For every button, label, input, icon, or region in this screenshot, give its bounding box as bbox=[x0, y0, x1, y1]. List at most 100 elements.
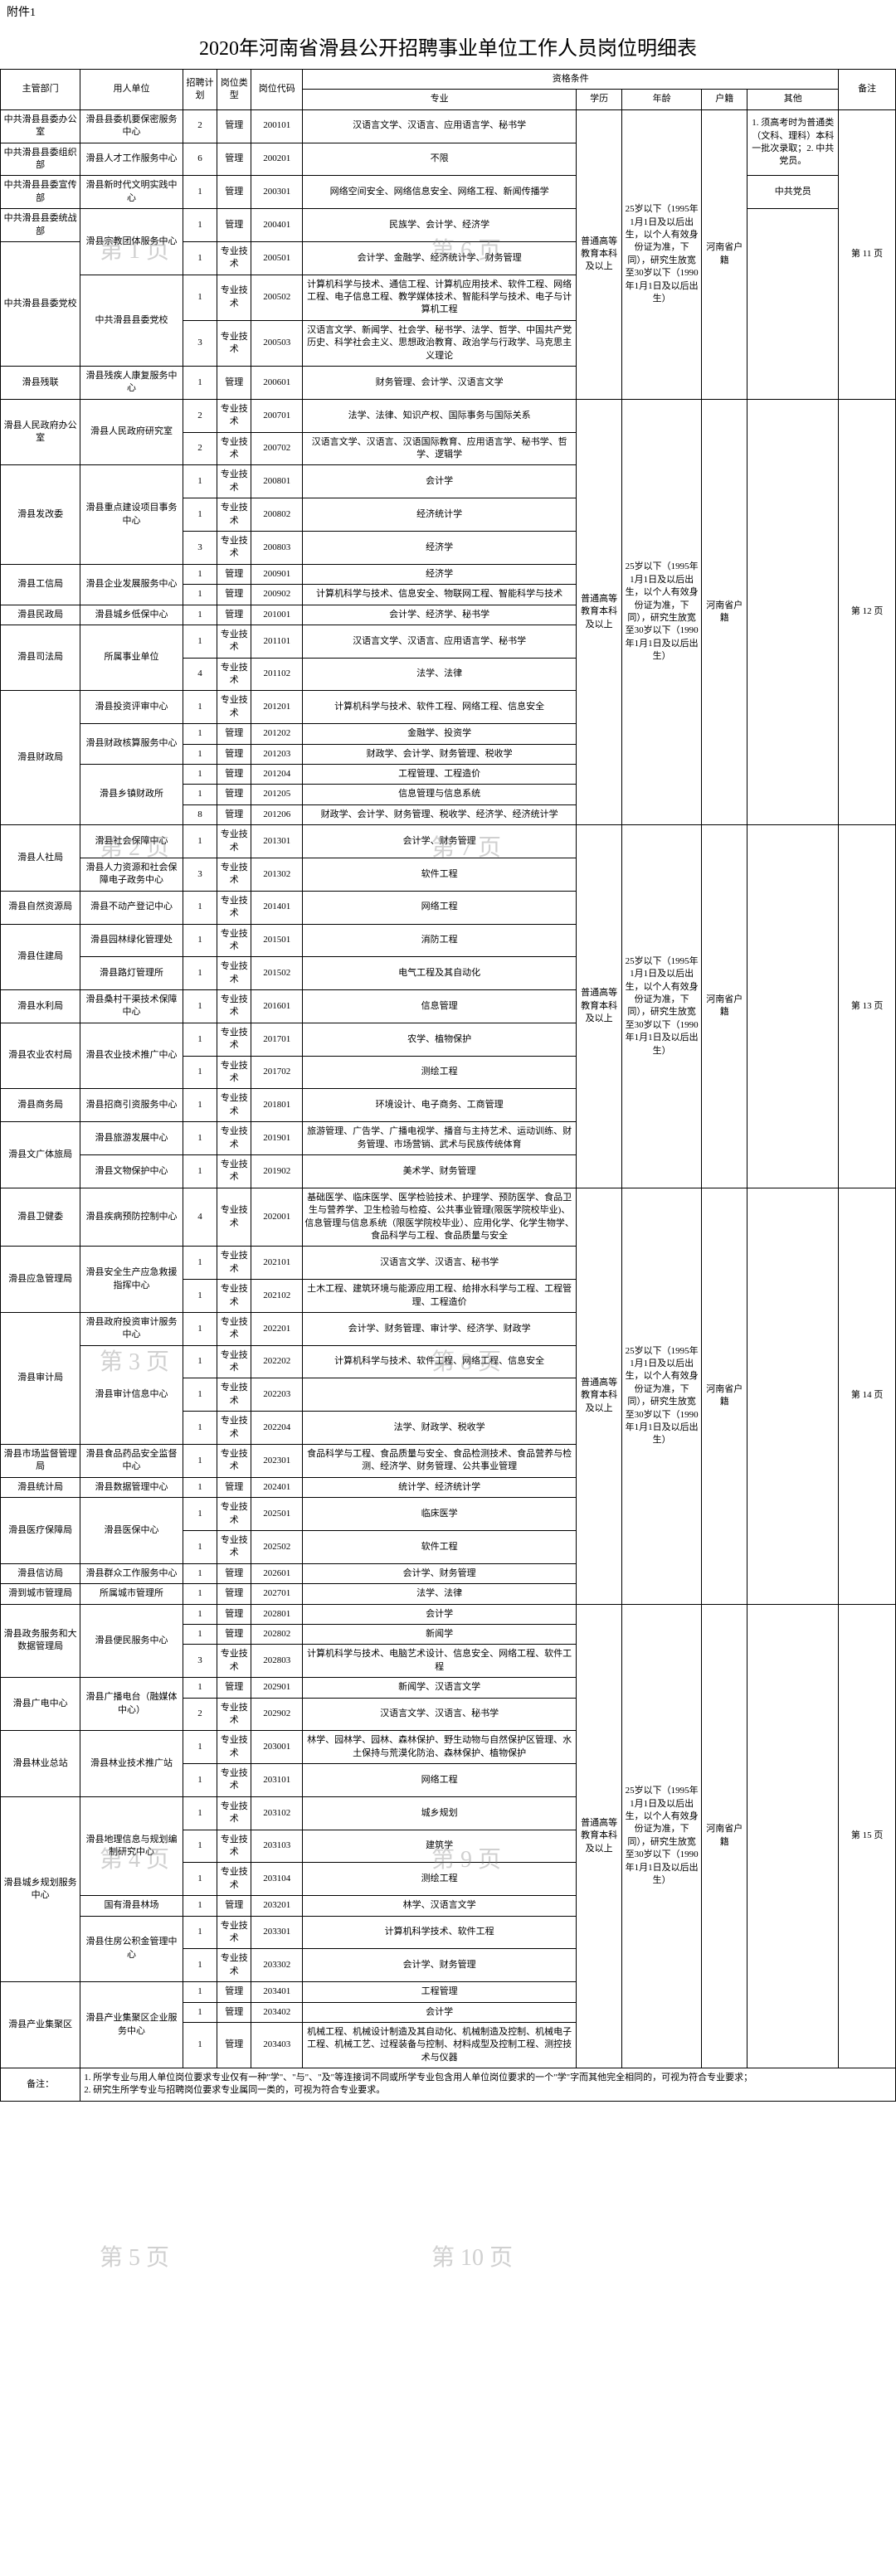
footer-label: 备注： bbox=[1, 2068, 80, 2102]
cell-dept: 滑县信访局 bbox=[1, 1563, 80, 1583]
cell-type: 专业技术 bbox=[217, 1188, 251, 1247]
cell-dept: 滑县农业农村局 bbox=[1, 1023, 80, 1089]
cell-type: 管理 bbox=[217, 1896, 251, 1916]
cell-major: 工程管理 bbox=[303, 1982, 577, 2002]
cell-type: 专业技术 bbox=[217, 1530, 251, 1563]
cell-major: 汉语言文学、汉语言、汉语国际教育、应用语言学、秘书学、哲学、逻辑学 bbox=[303, 432, 577, 465]
cell-plan: 1 bbox=[183, 1896, 217, 1916]
cell-major: 财政学、会计学、财务管理、税收学 bbox=[303, 744, 577, 764]
cell-unit: 滑县文物保护中心 bbox=[80, 1155, 183, 1188]
cell-unit: 所属事业单位 bbox=[80, 625, 183, 691]
cell-type: 专业技术 bbox=[217, 625, 251, 658]
cell-dept: 滑县审计局 bbox=[1, 1312, 80, 1444]
cell-code: 203403 bbox=[251, 2022, 303, 2068]
cell-type: 专业技术 bbox=[217, 1949, 251, 1982]
cell-dept: 滑县残联 bbox=[1, 367, 80, 400]
cell-code: 200501 bbox=[251, 241, 303, 275]
cell-dept: 滑县司法局 bbox=[1, 625, 80, 691]
cell-plan: 1 bbox=[183, 1155, 217, 1188]
cell-type: 专业技术 bbox=[217, 1698, 251, 1731]
cell-type: 管理 bbox=[217, 367, 251, 400]
cell-type: 管理 bbox=[217, 1563, 251, 1583]
cell-type: 专业技术 bbox=[217, 1056, 251, 1089]
cell-other: 1. 须高考时为普通类（文科、理科）本科一批次录取；2. 中共党员。 bbox=[747, 109, 839, 176]
cell-code: 200701 bbox=[251, 399, 303, 432]
cell-plan: 1 bbox=[183, 1604, 217, 1624]
cell-code: 201203 bbox=[251, 744, 303, 764]
cell-plan: 1 bbox=[183, 924, 217, 957]
cell-type: 管理 bbox=[217, 564, 251, 584]
cell-type: 管理 bbox=[217, 1604, 251, 1624]
footer-notes: 1. 所学专业与用人单位岗位要求专业仅有一种"学"、"与"、"及"等连接词不同或… bbox=[80, 2068, 896, 2102]
cell-code: 203102 bbox=[251, 1796, 303, 1830]
cell-unit: 滑县人力资源和社会保障电子政务中心 bbox=[80, 858, 183, 891]
cell-other bbox=[747, 825, 839, 1188]
cell-major: 法学、法律 bbox=[303, 658, 577, 691]
cell-unit: 滑县数据管理中心 bbox=[80, 1477, 183, 1497]
cell-type: 管理 bbox=[217, 804, 251, 824]
cell-major: 会计学 bbox=[303, 2002, 577, 2022]
cell-unit: 滑县招商引资服务中心 bbox=[80, 1089, 183, 1122]
cell-major: 会计学、财务管理 bbox=[303, 1949, 577, 1982]
cell-major: 测绘工程 bbox=[303, 1863, 577, 1896]
cell-dept: 滑县人社局 bbox=[1, 825, 80, 892]
cell-unit: 滑县医保中心 bbox=[80, 1498, 183, 1564]
cell-dept: 滑县林业总站 bbox=[1, 1731, 80, 1797]
cell-major: 会计学 bbox=[303, 1604, 577, 1624]
cell-type: 专业技术 bbox=[217, 1412, 251, 1445]
cell-unit: 滑县政府投资审计服务中心 bbox=[80, 1312, 183, 1345]
cell-type: 专业技术 bbox=[217, 531, 251, 564]
cell-plan: 1 bbox=[183, 465, 217, 498]
cell-dept: 滑县应急管理局 bbox=[1, 1247, 80, 1313]
th-major: 专业 bbox=[303, 90, 577, 109]
cell-major: 计算机科学与技术、软件工程、网络工程、信息安全 bbox=[303, 691, 577, 724]
cell-code: 203104 bbox=[251, 1863, 303, 1896]
cell-type: 管理 bbox=[217, 1982, 251, 2002]
cell-edu: 普通高等教育本科及以上 bbox=[577, 825, 622, 1188]
cell-code: 203201 bbox=[251, 1896, 303, 1916]
cell-edu: 普通高等教育本科及以上 bbox=[577, 109, 622, 399]
cell-code: 202901 bbox=[251, 1678, 303, 1698]
cell-major: 法学、法律 bbox=[303, 1584, 577, 1604]
cell-code: 201501 bbox=[251, 924, 303, 957]
cell-type: 专业技术 bbox=[217, 1312, 251, 1345]
cell-major: 汉语言文学、汉语言、秘书学 bbox=[303, 1698, 577, 1731]
cell-type: 专业技术 bbox=[217, 432, 251, 465]
cell-type: 管理 bbox=[217, 585, 251, 605]
cell-type: 专业技术 bbox=[217, 1122, 251, 1155]
cell-major: 会计学、金融学、经济统计学、财务管理 bbox=[303, 241, 577, 275]
cell-type: 专业技术 bbox=[217, 399, 251, 432]
cell-code: 203001 bbox=[251, 1731, 303, 1764]
cell-major: 测绘工程 bbox=[303, 1056, 577, 1089]
cell-code: 201202 bbox=[251, 724, 303, 744]
cell-major: 汉语言文学、汉语言、应用语言学、秘书学 bbox=[303, 625, 577, 658]
cell-major: 林学、汉语言文学 bbox=[303, 1896, 577, 1916]
cell-plan: 1 bbox=[183, 176, 217, 209]
cell-major: 消防工程 bbox=[303, 924, 577, 957]
cell-code: 201701 bbox=[251, 1023, 303, 1056]
cell-major: 财务管理、会计学、汉语言文学 bbox=[303, 367, 577, 400]
cell-unit: 滑县安全生产应急救援指挥中心 bbox=[80, 1247, 183, 1313]
cell-code: 200502 bbox=[251, 275, 303, 320]
cell-type: 专业技术 bbox=[217, 1830, 251, 1863]
cell-code: 200401 bbox=[251, 209, 303, 242]
cell-code: 201702 bbox=[251, 1056, 303, 1089]
cell-plan: 1 bbox=[183, 1477, 217, 1497]
watermark: 第 5 页 bbox=[100, 2239, 169, 2272]
cell-plan: 1 bbox=[183, 1830, 217, 1863]
cell-plan: 1 bbox=[183, 1122, 217, 1155]
cell-plan: 3 bbox=[183, 531, 217, 564]
cell-pagenote: 第 11 页 bbox=[839, 109, 896, 399]
cell-dept: 中共滑县县委统战部 bbox=[1, 209, 80, 242]
cell-plan: 1 bbox=[183, 1584, 217, 1604]
cell-type: 管理 bbox=[217, 785, 251, 804]
cell-unit: 滑县地理信息与规划编制研究中心 bbox=[80, 1796, 183, 1895]
cell-plan: 1 bbox=[183, 1764, 217, 1797]
cell-major: 临床医学 bbox=[303, 1498, 577, 1531]
cell-type: 专业技术 bbox=[217, 1023, 251, 1056]
cell-type: 管理 bbox=[217, 109, 251, 143]
cell-plan: 1 bbox=[183, 1731, 217, 1764]
cell-plan: 1 bbox=[183, 891, 217, 924]
cell-major: 城乡规划 bbox=[303, 1796, 577, 1830]
cell-plan: 1 bbox=[183, 241, 217, 275]
